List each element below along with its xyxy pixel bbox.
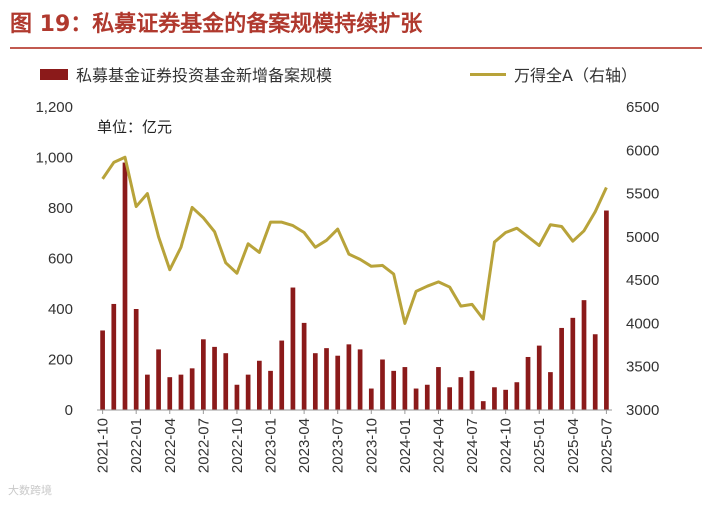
x-tick-label: 2022-04	[162, 418, 179, 473]
y-right-tick-label: 6000	[626, 142, 659, 159]
bar-2023-02	[279, 340, 285, 410]
legend-swatch-bar	[40, 68, 68, 80]
y-right-tick-label: 6500	[626, 99, 659, 116]
bar-2022-04	[167, 377, 173, 410]
bar-2024-10	[503, 389, 508, 410]
x-tick-label: 2025-07	[598, 418, 615, 473]
bar-2025-03	[559, 327, 564, 410]
legend-label-bar: 私募基金证券投资基金新增备案规模	[76, 66, 333, 85]
bar-2025-04	[570, 317, 576, 410]
x-tick-label: 2021-10	[95, 418, 112, 473]
x-tick-label: 2022-07	[195, 418, 212, 473]
bar-2023-04	[301, 322, 307, 410]
bar-2023-07	[335, 355, 341, 410]
bar-2024-06	[458, 377, 464, 410]
x-tick-label: 2024-04	[430, 418, 447, 473]
bar-2023-10	[368, 388, 374, 410]
y-left-tick-label: 200	[48, 352, 73, 369]
x-tick-label: 2025-04	[565, 418, 582, 473]
y-right-tick-label: 4000	[626, 315, 659, 332]
bar-2025-01	[536, 345, 542, 410]
bar-2023-06	[324, 348, 329, 410]
bar-2024-05	[447, 387, 453, 410]
bar-2025-02	[548, 372, 553, 411]
legend-item-line-series: 万得全A（右轴）	[470, 62, 637, 86]
bar-2022-01	[133, 309, 139, 410]
bar-2022-09	[223, 353, 229, 410]
x-tick-label: 2022-01	[128, 418, 145, 473]
y-right-tick-label: 3000	[626, 402, 659, 419]
unit-label: 单位：亿元	[97, 118, 173, 136]
bar-2022-03	[156, 349, 161, 410]
bar-2023-09	[357, 349, 363, 410]
legend-item-bar-series: 私募基金证券投资基金新增备案规模	[40, 62, 332, 86]
x-tick-label: 2023-07	[330, 418, 347, 473]
y-left-tick-label: 0	[65, 402, 73, 419]
bar-2023-05	[312, 353, 318, 410]
legend-label-line: 万得全A（右轴）	[514, 66, 637, 85]
legend-swatch-line	[470, 72, 506, 76]
y-left-tick-label: 1,000	[35, 150, 73, 167]
bar-2022-10	[234, 384, 240, 410]
bar-2024-04	[436, 367, 441, 410]
bar-2025-05	[581, 300, 587, 410]
bar-2022-12	[256, 360, 262, 410]
y-left-tick-label: 800	[48, 200, 73, 217]
bar-2023-11	[380, 359, 385, 410]
axes: 0 200 400 600 800 1,000 1,200 3000 3500 4000 4500 5…	[35, 99, 659, 473]
y-left-tick-label: 600	[48, 251, 73, 268]
bar-2024-01	[402, 367, 408, 410]
x-tick-label: 2024-01	[397, 418, 414, 473]
bar-2023-08	[346, 344, 352, 410]
bar-2024-11	[514, 382, 520, 410]
bar-2023-03	[290, 287, 296, 410]
bar-2024-08	[480, 401, 486, 410]
x-tick-label: 2023-04	[296, 418, 313, 473]
bar-2022-02	[145, 374, 150, 410]
bar-2022-08	[212, 346, 217, 411]
x-tick-label: 2023-01	[263, 418, 280, 473]
x-tick-label: 2022-10	[229, 418, 246, 473]
bar-2021-12	[122, 162, 128, 410]
bar-series	[100, 162, 609, 411]
bar-2025-06	[592, 334, 598, 410]
x-tick-label: 2024-10	[498, 418, 515, 473]
bar-2024-12	[525, 356, 531, 410]
bar-2022-06	[189, 368, 195, 410]
x-tick-label: 2024-07	[464, 418, 481, 473]
bar-2023-12	[391, 370, 397, 410]
line-series	[101, 155, 608, 325]
y-left-tick-label: 400	[48, 301, 73, 318]
bar-2021-10	[100, 330, 105, 410]
y-right-tick-label: 4500	[626, 272, 659, 289]
bar-2024-03	[424, 384, 430, 410]
bar-2024-02	[413, 388, 419, 410]
bar-2022-11	[245, 374, 251, 410]
watermark: 大数跨境	[8, 484, 52, 497]
y-right-tick-label: 3500	[626, 359, 659, 376]
figure-title: 图 19：私募证券基金的备案规模持续扩张	[10, 12, 423, 37]
y-left-tick-label: 1,200	[35, 99, 73, 116]
y-right-tick-label: 5500	[626, 186, 659, 203]
bar-2024-07	[469, 370, 475, 410]
bar-2021-11	[111, 303, 117, 410]
bar-2024-09	[492, 387, 497, 410]
bar-2023-01	[268, 370, 273, 410]
x-tick-label: 2023-10	[363, 418, 380, 473]
bar-2022-05	[178, 374, 184, 410]
bar-2025-07	[604, 210, 609, 410]
line-wind-all-a	[101, 155, 608, 325]
x-tick-label: 2025-01	[531, 418, 548, 473]
y-right-tick-label: 5000	[626, 229, 659, 246]
title-divider	[10, 47, 702, 49]
bar-2022-07	[201, 339, 206, 410]
